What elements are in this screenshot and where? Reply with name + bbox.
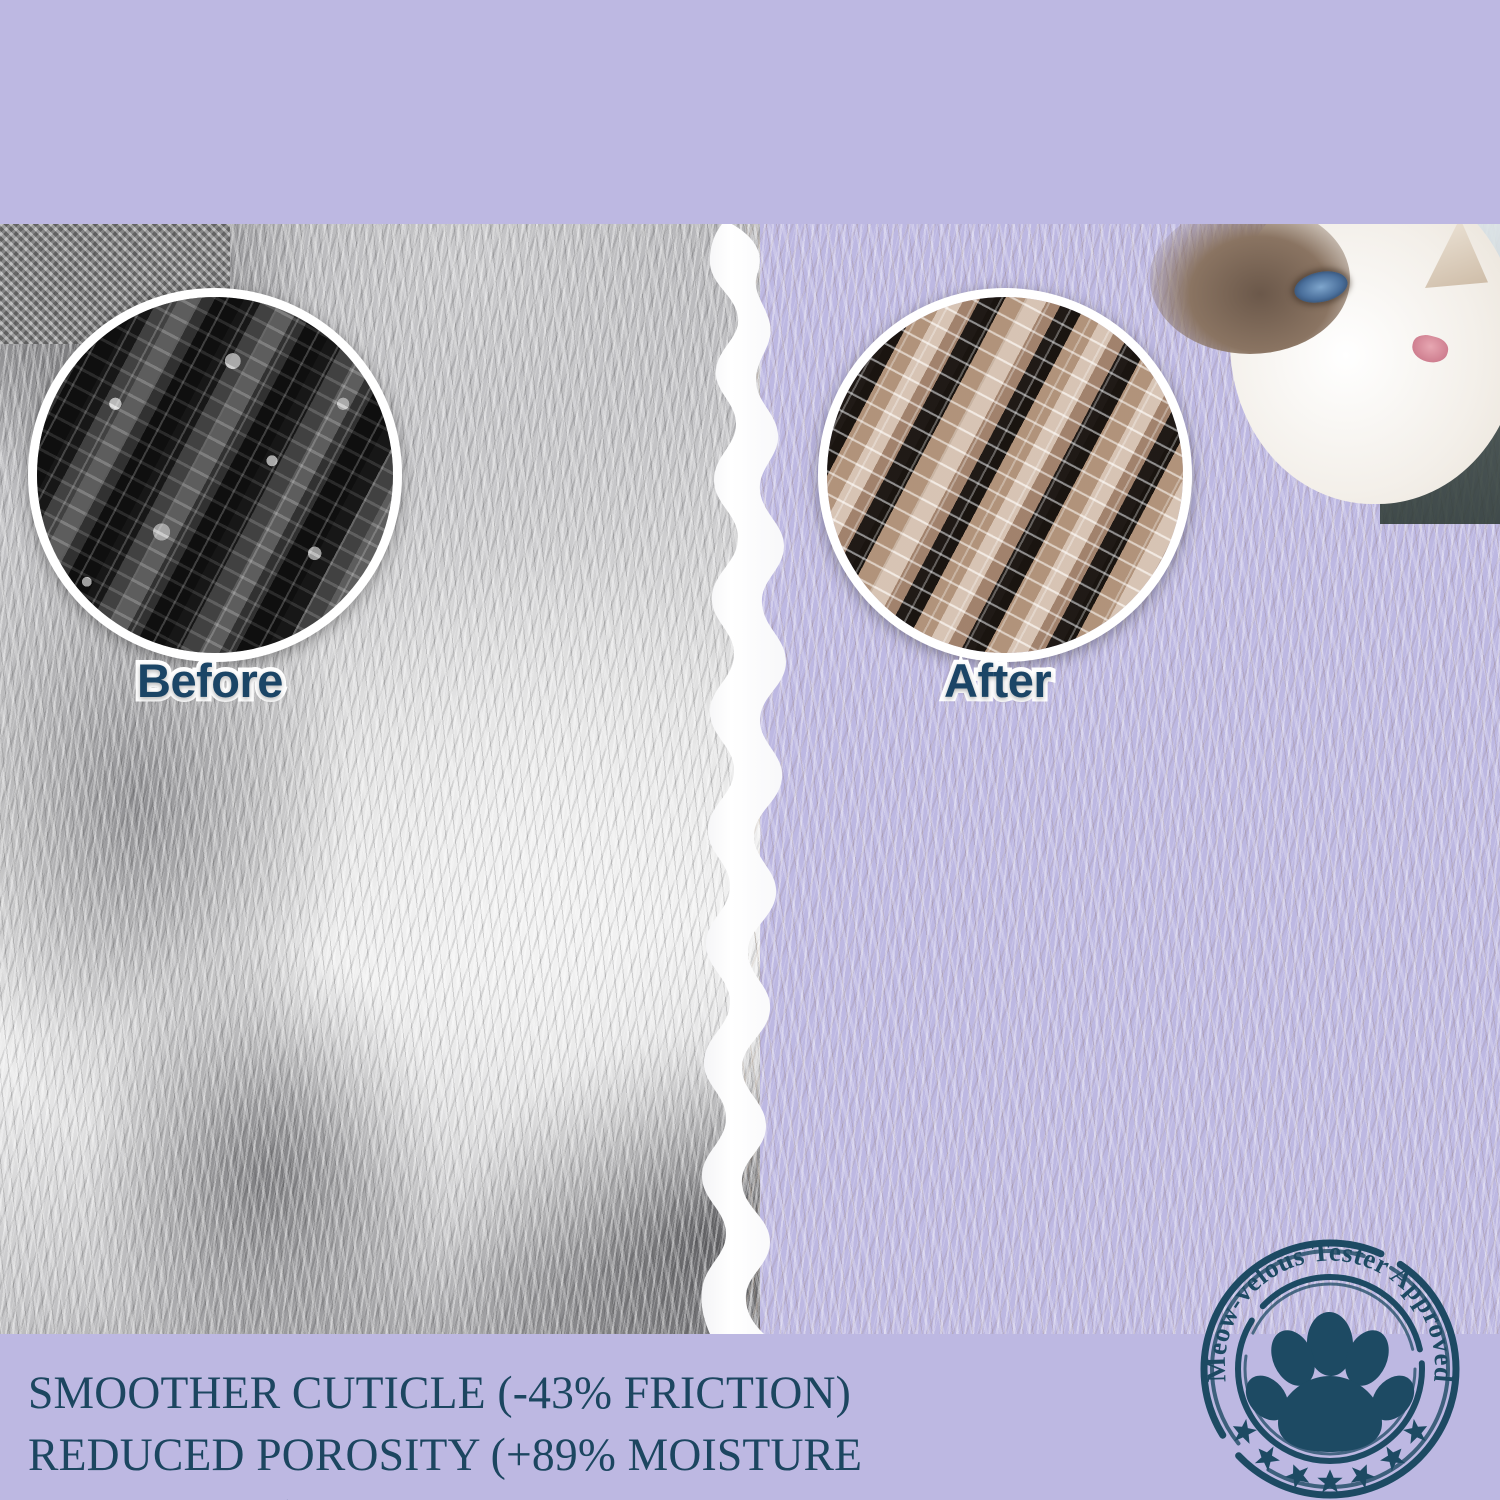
before-sem-circle: [28, 288, 402, 662]
after-label: After: [939, 650, 1056, 712]
paw-print-icon: [1245, 1312, 1415, 1452]
benefit-claims-text: SMOOTHER CUTICLE (-43% FRICTION) REDUCED…: [28, 1367, 863, 1500]
stamp-star-ring: [1232, 1418, 1428, 1493]
after-sem-circle: [818, 288, 1192, 662]
damaged-cuticle-micrograph: [37, 297, 393, 653]
smooth-cuticle-micrograph: [827, 297, 1183, 653]
tester-approved-stamp: “Meow-velous Tester Approved”: [1190, 1212, 1463, 1500]
ragdoll-cat-head: [1140, 224, 1500, 524]
before-label: Before: [133, 650, 288, 712]
header-band: [0, 0, 1500, 224]
